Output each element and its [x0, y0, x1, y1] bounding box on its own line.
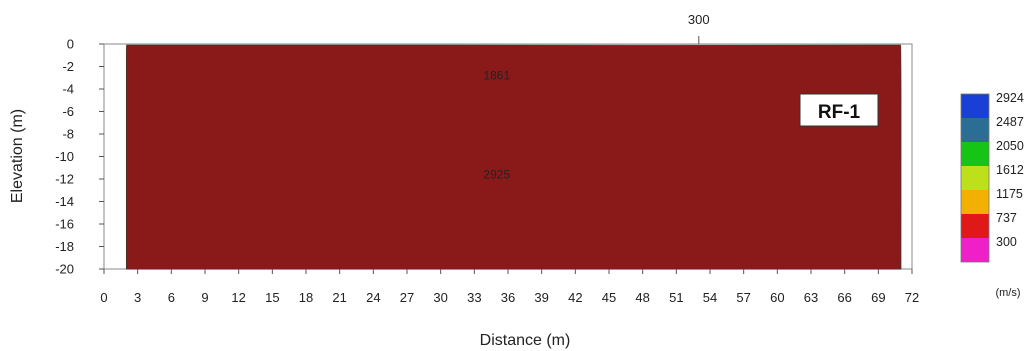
legend-label: 2050: [996, 139, 1024, 153]
legend-label: 737: [996, 211, 1017, 225]
y-tick-label: -12: [55, 172, 74, 187]
x-tick-label: 39: [534, 290, 548, 305]
annotation-box: RF-1: [799, 93, 879, 127]
x-tick-label: 66: [837, 290, 851, 305]
legend-swatch: [961, 94, 989, 118]
x-tick-label: 51: [669, 290, 683, 305]
x-tick-label: 69: [871, 290, 885, 305]
y-axis-ticks: 0 -2 -4 -6 -8 -10 -12 -14 -16 -18 -20: [55, 37, 104, 277]
x-axis-ticks: 0 3 6 9 12 15 18 21 24 27 30 33 36 39 42 45 48 51 54 57 60 63…: [100, 269, 919, 305]
legend-swatch: [961, 166, 989, 190]
legend-label: 2487: [996, 115, 1024, 129]
x-tick-label: 15: [265, 290, 279, 305]
y-tick-label: -2: [62, 59, 74, 74]
y-tick-label: -10: [55, 149, 74, 164]
legend-label: 300: [996, 235, 1017, 249]
x-tick-label: 36: [501, 290, 515, 305]
y-tick-label: -18: [55, 239, 74, 254]
y-tick-label: -20: [55, 262, 74, 277]
x-tick-label: 54: [703, 290, 717, 305]
x-tick-label: 60: [770, 290, 784, 305]
legend-label: 1612: [996, 163, 1024, 177]
x-tick-label: 24: [366, 290, 380, 305]
legend-swatch: [961, 238, 989, 262]
x-tick-label: 48: [635, 290, 649, 305]
y-axis-title: Elevation (m): [9, 109, 26, 203]
annotation-box-text: RF-1: [818, 102, 861, 123]
legend-swatch: [961, 118, 989, 142]
y-tick-label: -8: [62, 127, 74, 142]
x-tick-label: 9: [201, 290, 208, 305]
y-tick-label: -6: [62, 104, 74, 119]
contour-label-1861: 1861: [483, 69, 510, 83]
color-legend: 2924 2487 2050 1612 1175 737 300: [960, 91, 1024, 263]
x-tick-label: 12: [231, 290, 245, 305]
y-tick-label: 0: [67, 37, 74, 52]
x-tick-label: 63: [804, 290, 818, 305]
x-tick-label: 72: [905, 290, 919, 305]
x-tick-label: 30: [433, 290, 447, 305]
legend-swatch: [961, 142, 989, 166]
legend-label: 2924: [996, 91, 1024, 105]
velocity-layer-600: [126, 44, 902, 270]
y-tick-label: -16: [55, 217, 74, 232]
top-contour-label: 300: [688, 12, 710, 27]
legend-swatch: [961, 190, 989, 214]
x-tick-label: 6: [168, 290, 175, 305]
y-tick-label: -14: [55, 194, 74, 209]
legend-label: 1175: [996, 187, 1023, 201]
x-tick-label: 57: [736, 290, 750, 305]
x-tick-label: 27: [400, 290, 414, 305]
contour-label-2925: 2925: [483, 168, 510, 182]
legend-frame: [960, 93, 990, 263]
x-axis-title: Distance (m): [480, 332, 571, 349]
legend-swatch: [961, 214, 989, 238]
velocity-layers: [126, 44, 902, 270]
x-tick-label: 3: [134, 290, 141, 305]
y-tick-label: -4: [62, 82, 74, 97]
x-tick-label: 18: [299, 290, 313, 305]
x-tick-label: 0: [100, 290, 107, 305]
x-tick-label: 42: [568, 290, 582, 305]
x-tick-label: 45: [602, 290, 616, 305]
x-tick-label: 33: [467, 290, 481, 305]
legend-unit: (m/s): [995, 287, 1020, 299]
x-tick-label: 21: [332, 290, 346, 305]
